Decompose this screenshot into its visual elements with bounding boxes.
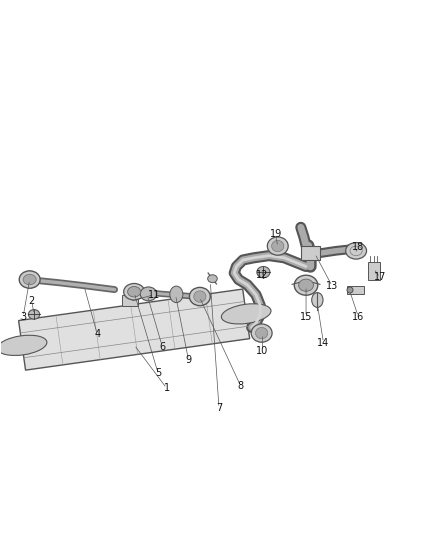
Ellipse shape bbox=[208, 275, 217, 282]
Ellipse shape bbox=[19, 271, 40, 288]
Bar bbox=[122, 295, 138, 306]
Ellipse shape bbox=[294, 275, 318, 295]
Text: 4: 4 bbox=[94, 329, 100, 339]
Ellipse shape bbox=[312, 293, 323, 308]
Ellipse shape bbox=[255, 327, 268, 339]
Ellipse shape bbox=[347, 287, 353, 293]
Ellipse shape bbox=[189, 287, 210, 305]
Bar bbox=[368, 262, 380, 280]
Text: 10: 10 bbox=[256, 346, 268, 357]
Text: 8: 8 bbox=[238, 381, 244, 391]
Ellipse shape bbox=[346, 243, 367, 259]
Ellipse shape bbox=[140, 287, 157, 301]
Ellipse shape bbox=[23, 274, 36, 285]
Ellipse shape bbox=[267, 237, 288, 255]
Text: 7: 7 bbox=[216, 403, 222, 413]
Text: 18: 18 bbox=[352, 242, 364, 252]
Text: 5: 5 bbox=[155, 368, 161, 378]
Ellipse shape bbox=[299, 279, 314, 292]
Ellipse shape bbox=[0, 335, 47, 356]
Ellipse shape bbox=[221, 304, 271, 324]
Polygon shape bbox=[18, 289, 250, 370]
Text: 17: 17 bbox=[374, 272, 386, 282]
Text: 19: 19 bbox=[269, 229, 282, 239]
Text: 14: 14 bbox=[317, 338, 329, 348]
Ellipse shape bbox=[251, 324, 272, 342]
Text: 6: 6 bbox=[159, 342, 166, 352]
Text: 16: 16 bbox=[352, 312, 364, 321]
Text: 13: 13 bbox=[326, 281, 338, 291]
Ellipse shape bbox=[127, 287, 141, 297]
Text: 15: 15 bbox=[300, 312, 312, 321]
Text: 1: 1 bbox=[164, 383, 170, 393]
Ellipse shape bbox=[124, 284, 145, 300]
Polygon shape bbox=[301, 246, 320, 260]
Text: 12: 12 bbox=[256, 270, 268, 280]
Bar bbox=[347, 286, 364, 294]
Ellipse shape bbox=[272, 240, 284, 252]
Ellipse shape bbox=[170, 286, 183, 303]
Text: 2: 2 bbox=[29, 296, 35, 306]
Text: 9: 9 bbox=[185, 355, 191, 365]
Text: 3: 3 bbox=[20, 312, 26, 321]
Ellipse shape bbox=[28, 310, 40, 319]
Ellipse shape bbox=[257, 266, 270, 278]
Text: 11: 11 bbox=[148, 290, 160, 300]
Ellipse shape bbox=[194, 291, 206, 302]
